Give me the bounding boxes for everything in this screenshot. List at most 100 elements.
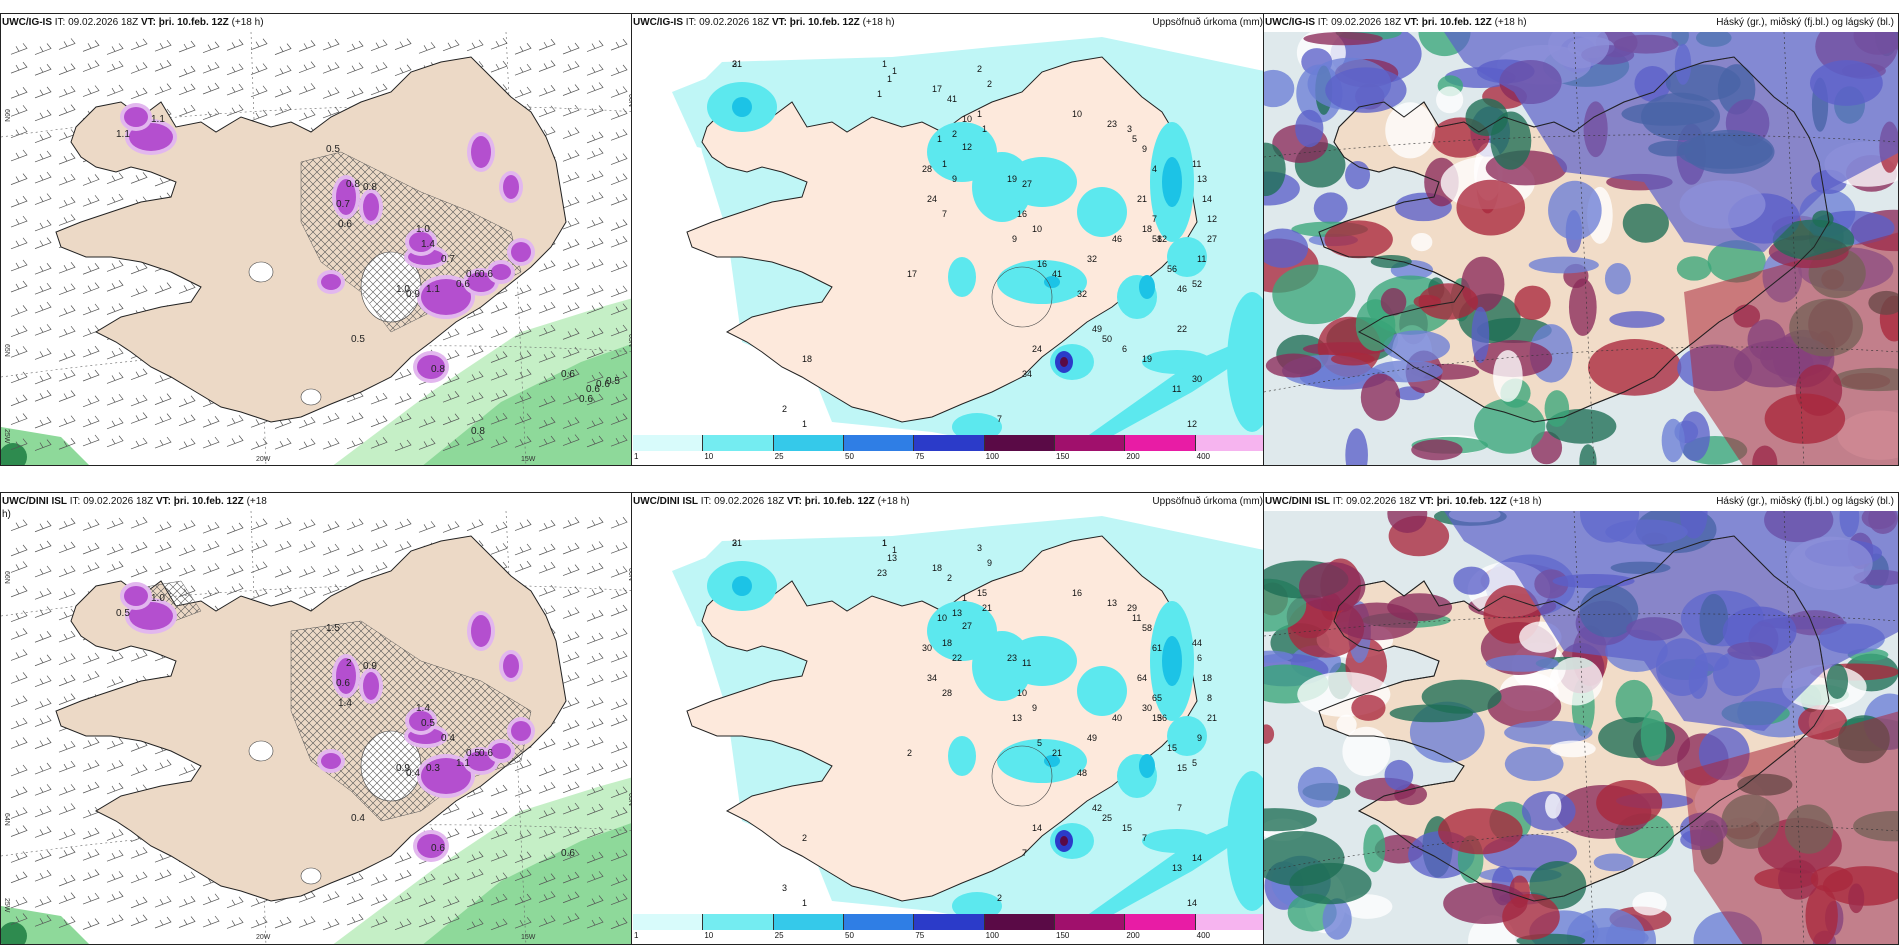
ice-accretion-value-label: 1.4 [338,698,352,709]
wind-barb [466,392,484,404]
colorbar-swatch [703,435,774,451]
wind-barb [34,171,52,184]
precip-value-label: 9 [1197,733,1202,743]
precip-colorbar: 1 10 25 50 75 100 150 200 400 [633,914,1266,942]
wind-barb [106,782,124,795]
wind-barb [10,649,28,661]
wind-barb [370,520,388,532]
wind-barb [34,826,52,838]
precip-value-label: 17 [907,269,917,279]
precip-value-label: 30 [1192,374,1202,384]
wind-barb [106,435,124,448]
ice-accretion-area [503,175,519,199]
wind-barb [490,521,508,534]
wind-barb [586,284,604,297]
wind-barb [250,109,268,122]
ice-accretion-area [503,654,519,678]
wind-barb [82,760,100,772]
cloud-cover-area [1826,663,1849,700]
wind-barb [34,86,52,99]
wind-barb [106,280,124,292]
wind-barb [154,60,172,72]
wind-barb [346,62,364,75]
wind-barb [202,563,220,575]
wind-barb [538,260,556,272]
wind-barb [538,324,556,337]
ice-accretion-value-label: 0.6 [479,269,493,280]
wind-barb [466,39,484,52]
cloud-cover-area [1579,444,1597,465]
wind-barb [82,781,100,794]
wind-barb [82,562,100,574]
wind-barb [202,108,220,121]
wind-barb [82,395,100,408]
precip-value-label: 2 [977,64,982,74]
wind-barb [586,371,604,384]
ice-accretion-value-label: 0.6 [561,369,575,380]
lead-time: (+18 h) [877,496,910,507]
precip-value-label: 15 [1122,823,1132,833]
precip-value-label: 15 [977,588,987,598]
wind-barb [130,172,148,184]
ice-accretion-value-label: 0.4 [351,813,365,824]
ice-accretion-value-label: 1.0 [396,284,410,295]
wind-barb [610,670,628,683]
wind-barb [610,650,628,663]
wind-barb [178,520,196,532]
wind-barb [394,892,412,905]
wind-barb [610,193,628,206]
precip-value-label: 34 [927,673,937,683]
precip-value-label: 3 [782,883,787,893]
cloud-cover-area [1383,330,1451,363]
wind-barb [562,763,580,776]
precip-green-area [423,821,635,944]
precip-value-label: 13 [1152,713,1162,723]
wind-barb [82,892,100,905]
wind-barb [490,412,508,425]
cloud-cover-area [1596,780,1663,826]
init-time: IT: 09.02.2026 18Z [1317,17,1402,28]
colorbar-swatch [703,914,774,930]
wind-barb [106,849,124,862]
wind-barb [130,516,148,529]
wind-barb [34,372,52,385]
wind-barb [34,915,52,927]
wind-barb [586,826,604,839]
ice-accretion-value-label: 0.6 [466,269,480,280]
wind-barb [106,84,124,97]
cloud-cover-area [1593,853,1634,872]
precip-value-label: 10 [937,613,947,623]
wind-barb [346,873,364,885]
wind-barb [610,849,628,862]
wind-barb [418,390,436,402]
wind-barb [10,105,28,117]
panel-variable-title: Uppsöfnuð úrkoma (mm) [1152,17,1263,28]
wind-barb [178,438,196,450]
wind-barb [178,65,196,78]
wind-barb [202,61,220,74]
wind-barb [34,348,52,360]
wind-barb [82,415,100,428]
wind-barb [562,825,580,838]
wind-barb [298,109,316,122]
wind-barb [10,717,28,730]
axis-label-lat: 65N [627,793,634,806]
cloud-cover-area [1487,685,1562,728]
wind-barb [10,149,28,162]
wind-barb [250,63,268,75]
wind-barb [178,544,196,557]
precip-value-label: 23 [1107,119,1117,129]
wind-barb [562,913,580,925]
wind-barb [34,606,52,618]
ice-accretion-value-label: 0.8 [363,182,377,193]
precip-value-label: 18 [802,354,812,364]
wind-barb [154,916,172,929]
wind-barb [514,350,532,362]
wind-barb [538,520,556,532]
wind-barb [10,825,28,837]
wind-barb [514,560,532,573]
ice-accretion-value-label: 0.5 [466,748,480,759]
wind-barb [562,392,580,405]
wind-barb [562,607,580,619]
